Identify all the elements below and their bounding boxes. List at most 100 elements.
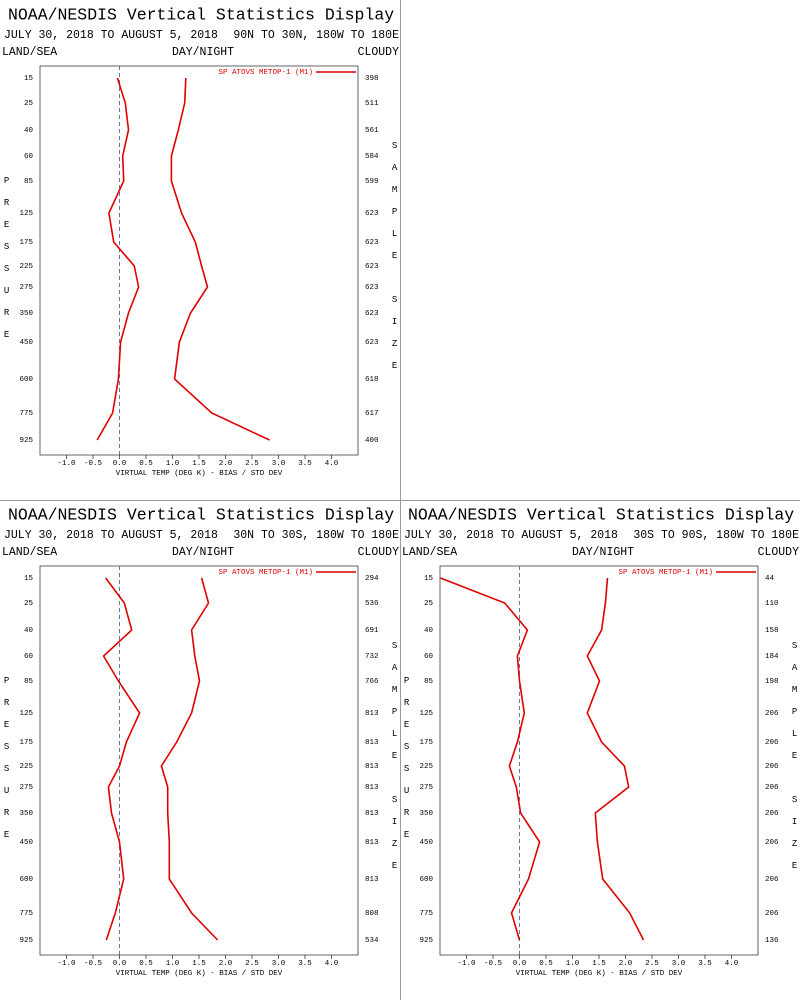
sample-size: 206 bbox=[765, 739, 779, 747]
day-night: DAY/NIGHT bbox=[572, 546, 634, 559]
sample-size: 158 bbox=[765, 627, 779, 635]
pressure-label: 275 bbox=[19, 784, 33, 792]
x-tick-label: 1.0 bbox=[166, 960, 180, 968]
sample-size: 623 bbox=[365, 284, 379, 292]
panel: NOAA/NESDIS Vertical Statistics Display J… bbox=[2, 5, 400, 478]
x-tick-label: 2.0 bbox=[619, 960, 633, 968]
x-tick-label: 2.5 bbox=[245, 460, 259, 468]
sample-size: 206 bbox=[765, 784, 779, 792]
x-tick-label: 3.0 bbox=[672, 960, 686, 968]
date-range: JULY 30, 2018 TO AUGUST 5, 2018 bbox=[404, 529, 618, 542]
panel-title: NOAA/NESDIS Vertical Statistics Display bbox=[8, 505, 394, 524]
cloudy: CLOUDY bbox=[358, 46, 400, 59]
x-tick-label: 3.0 bbox=[272, 960, 286, 968]
sample-size: 400 bbox=[365, 437, 379, 445]
sample-size: 511 bbox=[365, 100, 379, 108]
pressure-label: 925 bbox=[19, 937, 33, 945]
legend-label: SP ATOVS METOP-1 (M1) bbox=[218, 569, 313, 577]
sample-size: 44 bbox=[765, 575, 775, 583]
y-axis-label: PRESSURE bbox=[2, 676, 12, 852]
sample-size: 813 bbox=[365, 876, 379, 884]
pressure-label: 125 bbox=[419, 710, 433, 718]
sample-size: 813 bbox=[365, 763, 379, 771]
sample-size: 691 bbox=[365, 627, 379, 635]
pressure-label: 275 bbox=[419, 784, 433, 792]
x-tick-label: 1.0 bbox=[566, 960, 580, 968]
x-tick-label: 0.0 bbox=[513, 960, 527, 968]
pressure-label: 350 bbox=[419, 810, 433, 818]
sample-size: 813 bbox=[365, 784, 379, 792]
x-tick-label: 4.0 bbox=[325, 960, 339, 968]
x-tick-label: 0.5 bbox=[139, 960, 153, 968]
land-sea: LAND/SEA bbox=[2, 46, 57, 59]
pressure-label: 15 bbox=[424, 575, 434, 583]
sample-size: 206 bbox=[765, 710, 779, 718]
sample-size: 206 bbox=[765, 839, 779, 847]
sample-size: 813 bbox=[365, 839, 379, 847]
sample-size: 206 bbox=[765, 910, 779, 918]
cloudy: CLOUDY bbox=[758, 546, 800, 559]
panel-title: NOAA/NESDIS Vertical Statistics Display bbox=[408, 505, 794, 524]
x-tick-label: 1.5 bbox=[192, 460, 206, 468]
sample-size: 534 bbox=[365, 937, 379, 945]
x-tick-label: 3.0 bbox=[272, 460, 286, 468]
land-sea: LAND/SEA bbox=[402, 546, 457, 559]
pressure-label: 450 bbox=[419, 839, 433, 847]
bias-line bbox=[440, 577, 541, 941]
land-sea: LAND/SEA bbox=[2, 546, 57, 559]
std-dev-line bbox=[160, 577, 219, 941]
x-tick-label: -0.5 bbox=[84, 960, 103, 968]
x-tick-label: 4.0 bbox=[725, 960, 739, 968]
bias-line bbox=[102, 577, 141, 941]
x-tick-label: 4.0 bbox=[325, 460, 339, 468]
sample-size: 584 bbox=[365, 153, 379, 161]
pressure-label: 60 bbox=[24, 653, 34, 661]
panel: NOAA/NESDIS Vertical Statistics Display J… bbox=[402, 505, 800, 978]
sample-size: 813 bbox=[365, 710, 379, 718]
sample-size: 536 bbox=[365, 600, 379, 608]
x-tick-label: 0.5 bbox=[139, 460, 153, 468]
legend-label: SP ATOVS METOP-1 (M1) bbox=[218, 69, 313, 77]
pressure-label: 25 bbox=[24, 600, 34, 608]
pressure-label: 225 bbox=[419, 763, 433, 771]
day-night: DAY/NIGHT bbox=[172, 46, 234, 59]
pressure-label: 450 bbox=[19, 339, 33, 347]
region: 30N TO 30S, 180W TO 180E bbox=[233, 529, 399, 542]
pressure-label: 25 bbox=[424, 600, 434, 608]
pressure-label: 40 bbox=[24, 627, 34, 635]
sample-size: 618 bbox=[365, 376, 379, 384]
y2-axis-label: SAMPLE SIZE bbox=[790, 641, 800, 883]
pressure-label: 175 bbox=[19, 239, 33, 247]
sample-size: 813 bbox=[365, 810, 379, 818]
sample-size: 184 bbox=[765, 653, 779, 661]
x-tick-label: 2.0 bbox=[219, 960, 233, 968]
pressure-label: 175 bbox=[419, 739, 433, 747]
cloudy: CLOUDY bbox=[358, 546, 400, 559]
sample-size: 766 bbox=[365, 678, 379, 686]
sample-size: 623 bbox=[365, 339, 379, 347]
sample-size: 110 bbox=[765, 600, 779, 608]
x-tick-label: 3.5 bbox=[698, 960, 712, 968]
x-tick-label: 0.0 bbox=[113, 960, 127, 968]
y2-axis-label: SAMPLE SIZE bbox=[390, 641, 400, 883]
pressure-label: 85 bbox=[424, 678, 434, 686]
pressure-label: 925 bbox=[19, 437, 33, 445]
pressure-label: 225 bbox=[19, 263, 33, 271]
x-tick-label: 1.5 bbox=[592, 960, 606, 968]
pressure-label: 775 bbox=[19, 910, 33, 918]
region: 90N TO 30N, 180W TO 180E bbox=[233, 29, 399, 42]
pressure-label: 60 bbox=[424, 653, 434, 661]
sample-size: 599 bbox=[365, 178, 379, 186]
x-tick-label: 0.0 bbox=[113, 460, 127, 468]
sample-size: 398 bbox=[365, 75, 379, 83]
sample-size: 623 bbox=[365, 310, 379, 318]
sample-size: 813 bbox=[365, 739, 379, 747]
sample-size: 623 bbox=[365, 239, 379, 247]
pressure-label: 40 bbox=[424, 627, 434, 635]
sample-size: 206 bbox=[765, 810, 779, 818]
std-dev-line bbox=[586, 577, 645, 941]
bias-line bbox=[96, 77, 140, 441]
sample-size: 206 bbox=[765, 876, 779, 884]
pressure-label: 450 bbox=[19, 839, 33, 847]
x-tick-label: 1.0 bbox=[166, 460, 180, 468]
